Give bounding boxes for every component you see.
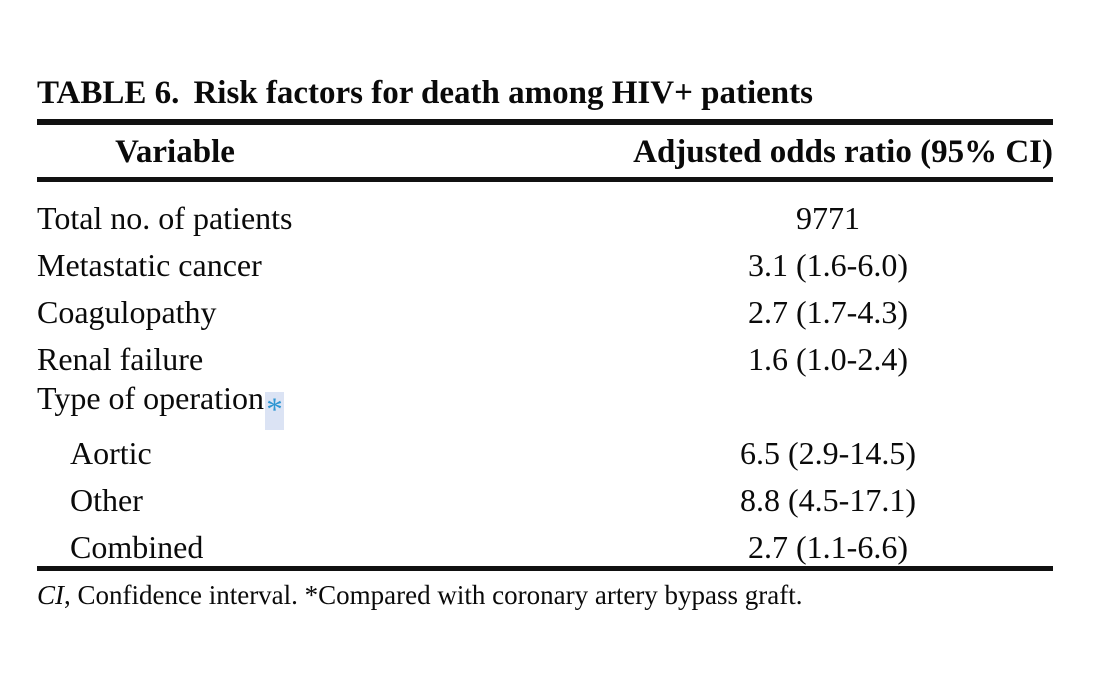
row-label: Coagulopathy [37, 293, 217, 330]
row-value: 8.8 (4.5-17.1) [740, 481, 916, 518]
footer-rule [37, 566, 1053, 571]
row-label: Aortic [70, 434, 152, 471]
row-label: Type of operation * [37, 379, 285, 430]
row-label: Renal failure [37, 340, 204, 377]
table-row: Other 8.8 (4.5-17.1) [37, 476, 1058, 523]
table-number: TABLE 6. [37, 75, 180, 111]
row-label: Other [70, 481, 143, 518]
table-row: Combined 2.7 (1.1-6.6) [37, 523, 1058, 570]
row-label: Metastatic cancer [37, 246, 262, 283]
row-label: Total no. of patients [37, 199, 293, 236]
column-header-odds-ratio: Adjusted odds ratio (95% CI) [633, 134, 1053, 170]
row-value: 2.7 (1.7-4.3) [748, 293, 908, 330]
table-caption: TABLE 6. Risk factors for death among HIV… [37, 77, 813, 110]
row-value: 2.7 (1.1-6.6) [748, 528, 908, 565]
table-row: Type of operation * [37, 379, 1058, 430]
table-row: Coagulopathy 2.7 (1.7-4.3) [37, 288, 1058, 335]
footnote-text: , Confidence interval. *Compared with co… [64, 580, 803, 610]
title-rule [37, 119, 1053, 125]
column-header-variable: Variable [115, 134, 235, 170]
table-row: Metastatic cancer 3.1 (1.6-6.0) [37, 241, 1058, 288]
table-footnote: CI, Confidence interval. *Compared with … [37, 580, 803, 611]
footnote-abbreviation: CI [37, 580, 64, 610]
row-label-text: Type of operation [37, 379, 265, 416]
row-label: Combined [70, 528, 204, 565]
table-row: Aortic 6.5 (2.9-14.5) [37, 429, 1058, 476]
row-value: 6.5 (2.9-14.5) [740, 434, 916, 471]
header-rule [37, 177, 1053, 182]
row-value: 9771 [796, 199, 860, 236]
table-row: Total no. of patients 9771 [37, 194, 1058, 241]
table-row: Renal failure 1.6 (1.0-2.4) [37, 335, 1058, 382]
footnote-marker-highlight[interactable]: * [265, 391, 285, 430]
row-value: 3.1 (1.6-6.0) [748, 246, 908, 283]
table-title: Risk factors for death among HIV+ patien… [193, 75, 813, 111]
row-value: 1.6 (1.0-2.4) [748, 340, 908, 377]
footnote-marker-asterisk[interactable]: * [266, 391, 283, 428]
table-body: Total no. of patients 9771 Metastatic ca… [37, 194, 1058, 570]
